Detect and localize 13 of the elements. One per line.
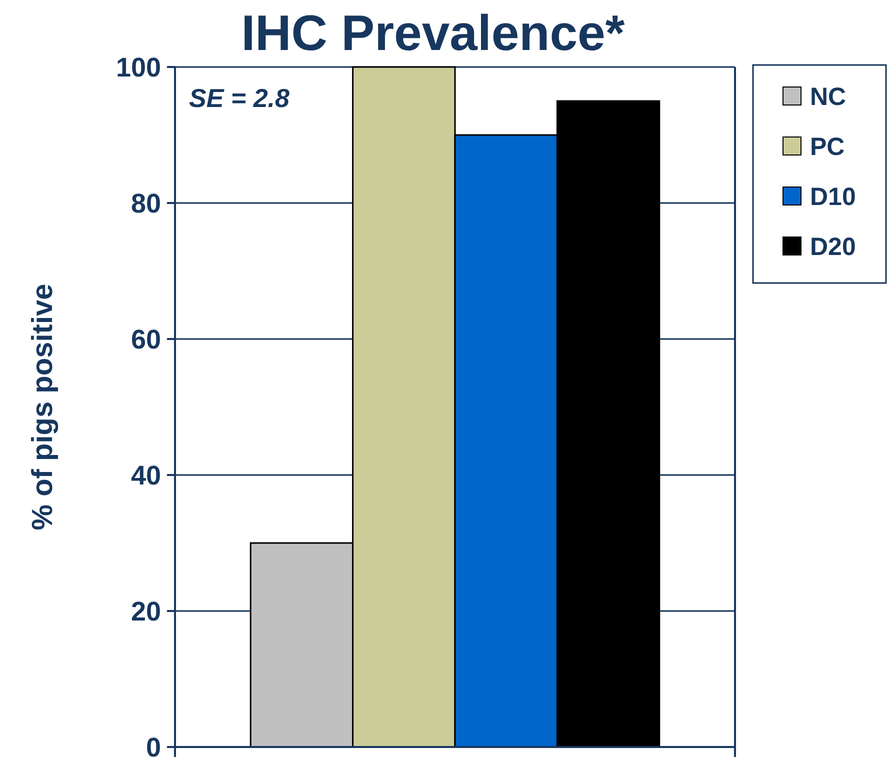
chart-title: IHC Prevalence* — [241, 5, 626, 61]
legend-label: D10 — [810, 182, 856, 211]
y-tick-label: 80 — [130, 188, 161, 218]
y-tick-label: 20 — [130, 596, 161, 626]
y-tick-label: 60 — [130, 324, 161, 354]
y-tick-label: 0 — [146, 732, 161, 762]
legend-label: NC — [810, 82, 846, 111]
y-axis-title: % of pigs positive — [27, 284, 59, 530]
annotation: SE = 2.8 — [189, 83, 290, 113]
legend-label: D20 — [810, 232, 856, 261]
y-tick-label: 100 — [116, 52, 161, 82]
legend-label: PC — [810, 132, 845, 161]
y-tick-label: 40 — [130, 460, 161, 490]
